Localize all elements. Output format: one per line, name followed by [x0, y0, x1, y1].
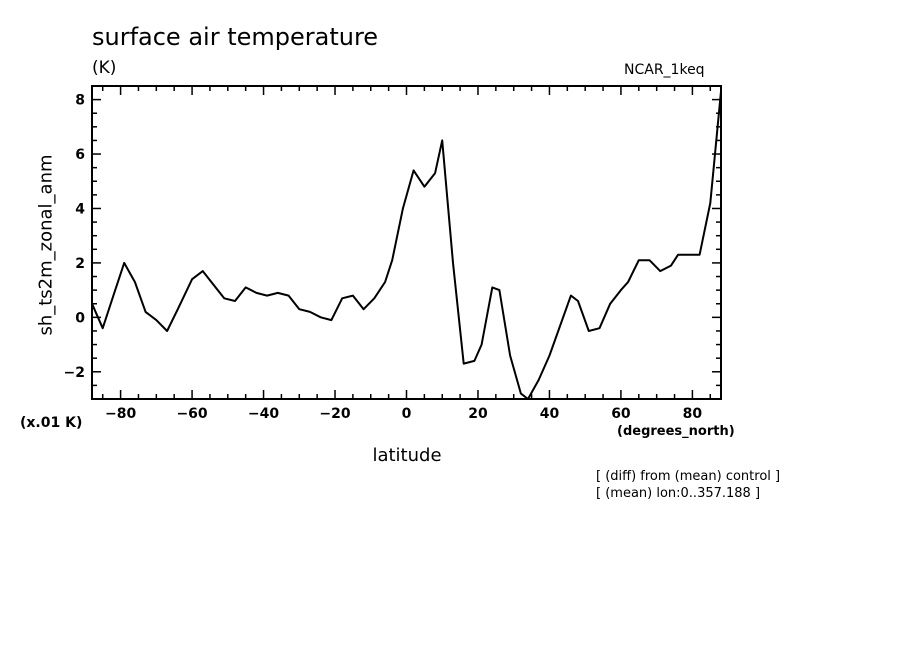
x-tick-label: 40 [540, 406, 560, 422]
mean-note: [ (mean) lon:0..357.188 ] [596, 486, 761, 501]
y-tick-label: 2 [75, 256, 85, 272]
x-tick-label: 20 [468, 406, 488, 422]
y-tick-label: 6 [75, 147, 85, 163]
scale-note: (x.01 K) [20, 415, 83, 431]
y-tick-label: 4 [75, 201, 85, 217]
diff-note: [ (diff) from (mean) control ] [596, 469, 781, 484]
plot-frame [91, 85, 722, 400]
x-tick-label: −40 [248, 406, 279, 422]
x-tick-label: 80 [683, 406, 703, 422]
units-label: (K) [92, 58, 117, 78]
x-tick-label: −20 [319, 406, 350, 422]
x-tick-label: −80 [105, 406, 136, 422]
x-tick-label: 0 [402, 406, 412, 422]
chart-title: surface air temperature [92, 23, 379, 51]
y-tick-label: 0 [75, 310, 85, 326]
y-tick-label: 8 [75, 93, 85, 109]
dataset-label: NCAR_1keq [624, 62, 705, 78]
x-units-label: (degrees_north) [617, 424, 735, 439]
x-tick-label: 60 [611, 406, 631, 422]
x-axis-label: latitude [372, 445, 442, 466]
x-tick-label: −60 [176, 406, 207, 422]
series-line [91, 91, 722, 400]
y-tick-label: −2 [64, 365, 85, 381]
